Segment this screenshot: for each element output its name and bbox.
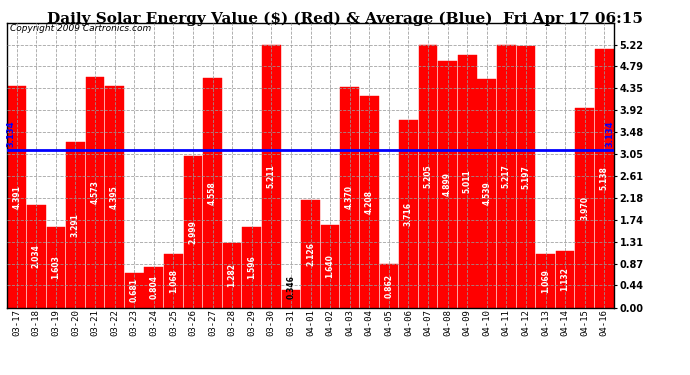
Bar <box>575 108 594 307</box>
Text: 1.069: 1.069 <box>541 268 550 292</box>
Bar <box>497 45 515 308</box>
Bar <box>458 55 477 308</box>
Text: 0.804: 0.804 <box>149 275 158 299</box>
Text: 5.197: 5.197 <box>522 165 531 189</box>
Text: 1.603: 1.603 <box>51 255 60 279</box>
Text: 4.370: 4.370 <box>345 186 354 210</box>
Text: 2.034: 2.034 <box>32 244 41 268</box>
Text: 4.208: 4.208 <box>365 189 374 213</box>
Text: 1.132: 1.132 <box>561 267 570 291</box>
Text: 0.862: 0.862 <box>384 274 393 298</box>
Bar <box>144 267 163 308</box>
Bar <box>8 86 26 308</box>
Bar <box>106 86 124 308</box>
Text: 3.291: 3.291 <box>71 213 80 237</box>
Bar <box>46 227 65 308</box>
Bar <box>86 77 104 308</box>
Text: 4.573: 4.573 <box>90 180 99 204</box>
Text: 1.640: 1.640 <box>326 254 335 278</box>
Bar <box>380 264 398 308</box>
Text: Copyright 2009 Cartronics.com: Copyright 2009 Cartronics.com <box>10 24 151 33</box>
Text: 0.681: 0.681 <box>130 278 139 302</box>
Text: 2.126: 2.126 <box>306 242 315 266</box>
Bar <box>477 79 496 308</box>
Text: 1.282: 1.282 <box>228 263 237 287</box>
Text: 1.596: 1.596 <box>247 255 256 279</box>
Bar <box>360 96 379 308</box>
Bar <box>184 156 202 308</box>
Text: 5.205: 5.205 <box>424 165 433 188</box>
Text: 5.138: 5.138 <box>600 166 609 190</box>
Text: 2.999: 2.999 <box>188 220 197 244</box>
Text: 4.391: 4.391 <box>12 185 21 209</box>
Bar <box>27 205 46 308</box>
Bar <box>556 251 575 308</box>
Text: 3.716: 3.716 <box>404 202 413 226</box>
Bar <box>595 49 613 308</box>
Bar <box>321 225 339 308</box>
Text: 5.217: 5.217 <box>502 164 511 188</box>
Text: 4.539: 4.539 <box>482 182 491 205</box>
Text: 4.899: 4.899 <box>443 172 452 196</box>
Bar <box>262 45 281 308</box>
Bar <box>438 61 457 308</box>
Bar <box>242 227 261 308</box>
Text: 3.134: 3.134 <box>605 121 614 147</box>
Bar <box>302 201 319 308</box>
Bar <box>164 254 183 308</box>
Bar <box>223 243 241 308</box>
Bar <box>419 45 437 308</box>
Text: 1.068: 1.068 <box>169 268 178 292</box>
Bar <box>282 290 300 308</box>
Text: Daily Solar Energy Value ($) (Red) & Average (Blue)  Fri Apr 17 06:15: Daily Solar Energy Value ($) (Red) & Ave… <box>47 11 643 26</box>
Bar <box>66 142 85 308</box>
Text: 4.395: 4.395 <box>110 185 119 209</box>
Bar <box>536 254 555 308</box>
Text: 5.011: 5.011 <box>463 170 472 193</box>
Bar <box>517 46 535 308</box>
Bar <box>204 78 222 308</box>
Bar <box>399 120 417 308</box>
Text: 3.134: 3.134 <box>7 121 16 147</box>
Text: 4.558: 4.558 <box>208 181 217 205</box>
Text: 0.346: 0.346 <box>286 276 295 300</box>
Text: 3.970: 3.970 <box>580 195 589 219</box>
Bar <box>125 273 144 308</box>
Text: 5.211: 5.211 <box>267 164 276 188</box>
Bar <box>340 87 359 308</box>
